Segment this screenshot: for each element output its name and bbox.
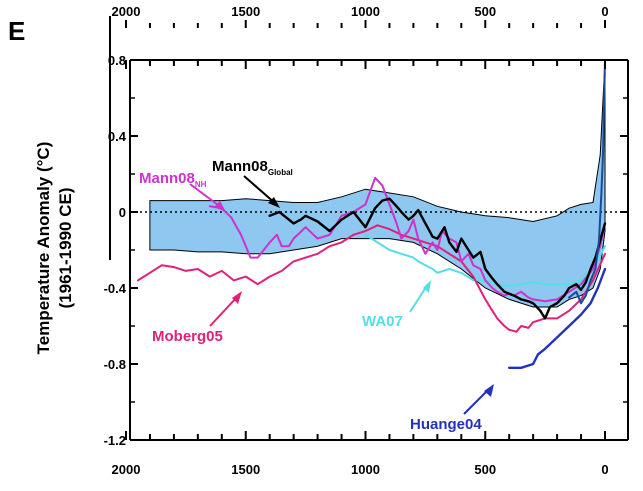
wa07-arrowhead xyxy=(423,280,431,293)
y-tick-label: 0.4 xyxy=(108,129,127,144)
y-axis-sublabel: (1961-1990 CE) xyxy=(56,188,75,309)
top-axis-tick-label: 500 xyxy=(474,4,496,19)
wa07-label: WA07 xyxy=(362,313,403,330)
series-line-mann08global xyxy=(268,197,607,320)
y-tick-label: -0.8 xyxy=(104,357,126,372)
series-line-mann08nh xyxy=(208,176,606,303)
moberg05-label: Moberg05 xyxy=(152,328,223,345)
top-axis-tick-label: 1000 xyxy=(351,4,380,19)
annotations: Mann08Global Mann08NH Moberg05 WA07 Huan… xyxy=(139,158,494,433)
x-tick-label: 1500 xyxy=(231,462,260,477)
huange04-label: Huange04 xyxy=(410,416,482,433)
x-tick-label: 0 xyxy=(601,462,608,477)
moberg05-arrow xyxy=(209,295,239,327)
mann08-nh-arrow xyxy=(189,183,223,209)
y-tick-label: 0 xyxy=(119,205,126,220)
moberg05-arrowhead xyxy=(232,291,242,304)
y-axis-label: Temperature Anomaly (°C) xyxy=(34,142,53,355)
huange04-arrowhead xyxy=(484,384,494,397)
mann08-nh-label: Mann08NH xyxy=(139,170,207,189)
x-tick-label: 1000 xyxy=(351,462,380,477)
top-axis-tick-label: 1500 xyxy=(231,4,260,19)
top-axis: 2000 1500 1000 500 0 xyxy=(109,4,609,260)
x-tick-label: 2000 xyxy=(112,462,141,477)
mann08-global-arrowhead xyxy=(268,197,280,208)
y-tick-label: 0.8 xyxy=(108,53,126,68)
series-line-moberg05 xyxy=(137,224,606,333)
series-line-instrumental xyxy=(568,59,606,305)
series-line-huange04 xyxy=(508,267,607,369)
y-tick-label: -0.4 xyxy=(104,281,127,296)
series-line-wa07 xyxy=(364,233,606,288)
x-tick-label: 500 xyxy=(474,462,496,477)
mann08-global-arrow xyxy=(243,175,277,205)
plot-area: 0.8 0.4 0 -0.4 -0.8 -1.2 2000 1500 1000 500 0 xyxy=(104,53,629,477)
panel-letter: E xyxy=(8,16,25,46)
uncertainty-band xyxy=(149,59,606,308)
y-tick-label: -1.2 xyxy=(104,433,126,448)
y-axis-title: Temperature Anomaly (°C) (1961-1990 CE) xyxy=(34,142,75,355)
top-axis-tick-label: 2000 xyxy=(112,4,141,19)
top-axis-tick-label: 0 xyxy=(601,4,608,19)
mann08-nh-arrowhead xyxy=(214,201,226,212)
mann08-global-label: Mann08Global xyxy=(212,158,293,177)
